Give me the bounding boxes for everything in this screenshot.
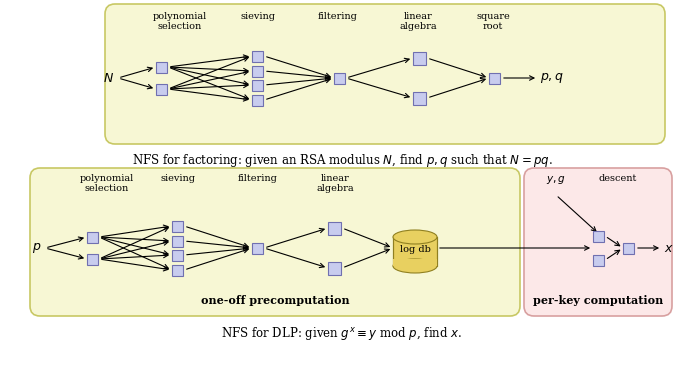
FancyBboxPatch shape [393, 259, 437, 266]
Text: linear
algebra: linear algebra [399, 12, 437, 32]
Text: log db: log db [399, 246, 430, 255]
FancyBboxPatch shape [329, 221, 342, 235]
Text: NFS for DLP: given $g^x \equiv y$ mod $p$, find $x$.: NFS for DLP: given $g^x \equiv y$ mod $p… [221, 325, 462, 342]
FancyBboxPatch shape [253, 50, 264, 62]
FancyBboxPatch shape [173, 250, 184, 261]
FancyBboxPatch shape [88, 232, 99, 243]
Text: filtering: filtering [238, 174, 278, 183]
FancyBboxPatch shape [253, 65, 264, 76]
FancyBboxPatch shape [173, 220, 184, 232]
FancyBboxPatch shape [105, 4, 665, 144]
Text: $N$: $N$ [103, 71, 114, 85]
Text: NFS for factoring: given an RSA modulus $N$, find $p,q$ such that $N=pq$.: NFS for factoring: given an RSA modulus … [132, 152, 552, 169]
Text: $p$: $p$ [32, 241, 41, 255]
FancyBboxPatch shape [414, 91, 427, 105]
Text: polynomial
selection: polynomial selection [153, 12, 207, 32]
FancyBboxPatch shape [593, 230, 604, 241]
FancyBboxPatch shape [414, 52, 427, 65]
FancyBboxPatch shape [88, 253, 99, 264]
Text: sieving: sieving [240, 12, 275, 21]
Ellipse shape [393, 259, 437, 273]
FancyBboxPatch shape [253, 94, 264, 106]
Text: linear
algebra: linear algebra [316, 174, 354, 193]
Text: filtering: filtering [318, 12, 358, 21]
Text: polynomial
selection: polynomial selection [80, 174, 134, 193]
FancyBboxPatch shape [329, 261, 342, 274]
Text: square
root: square root [476, 12, 510, 32]
FancyBboxPatch shape [593, 255, 604, 265]
Text: sieving: sieving [160, 174, 195, 183]
FancyBboxPatch shape [173, 264, 184, 276]
Ellipse shape [393, 230, 437, 244]
FancyBboxPatch shape [30, 168, 520, 316]
FancyBboxPatch shape [156, 83, 168, 94]
Text: descent: descent [599, 174, 637, 183]
Text: $x$: $x$ [664, 241, 674, 255]
FancyBboxPatch shape [173, 235, 184, 247]
FancyBboxPatch shape [156, 62, 168, 73]
FancyBboxPatch shape [524, 168, 672, 316]
Text: per-key computation: per-key computation [533, 295, 663, 306]
Text: $p, q$: $p, q$ [540, 71, 564, 85]
FancyBboxPatch shape [490, 73, 501, 83]
FancyBboxPatch shape [253, 243, 264, 253]
FancyBboxPatch shape [393, 237, 437, 266]
FancyBboxPatch shape [623, 243, 634, 253]
FancyBboxPatch shape [334, 73, 345, 83]
Text: $y, g$: $y, g$ [546, 174, 566, 186]
FancyBboxPatch shape [253, 79, 264, 91]
Text: one-off precomputation: one-off precomputation [201, 295, 349, 306]
